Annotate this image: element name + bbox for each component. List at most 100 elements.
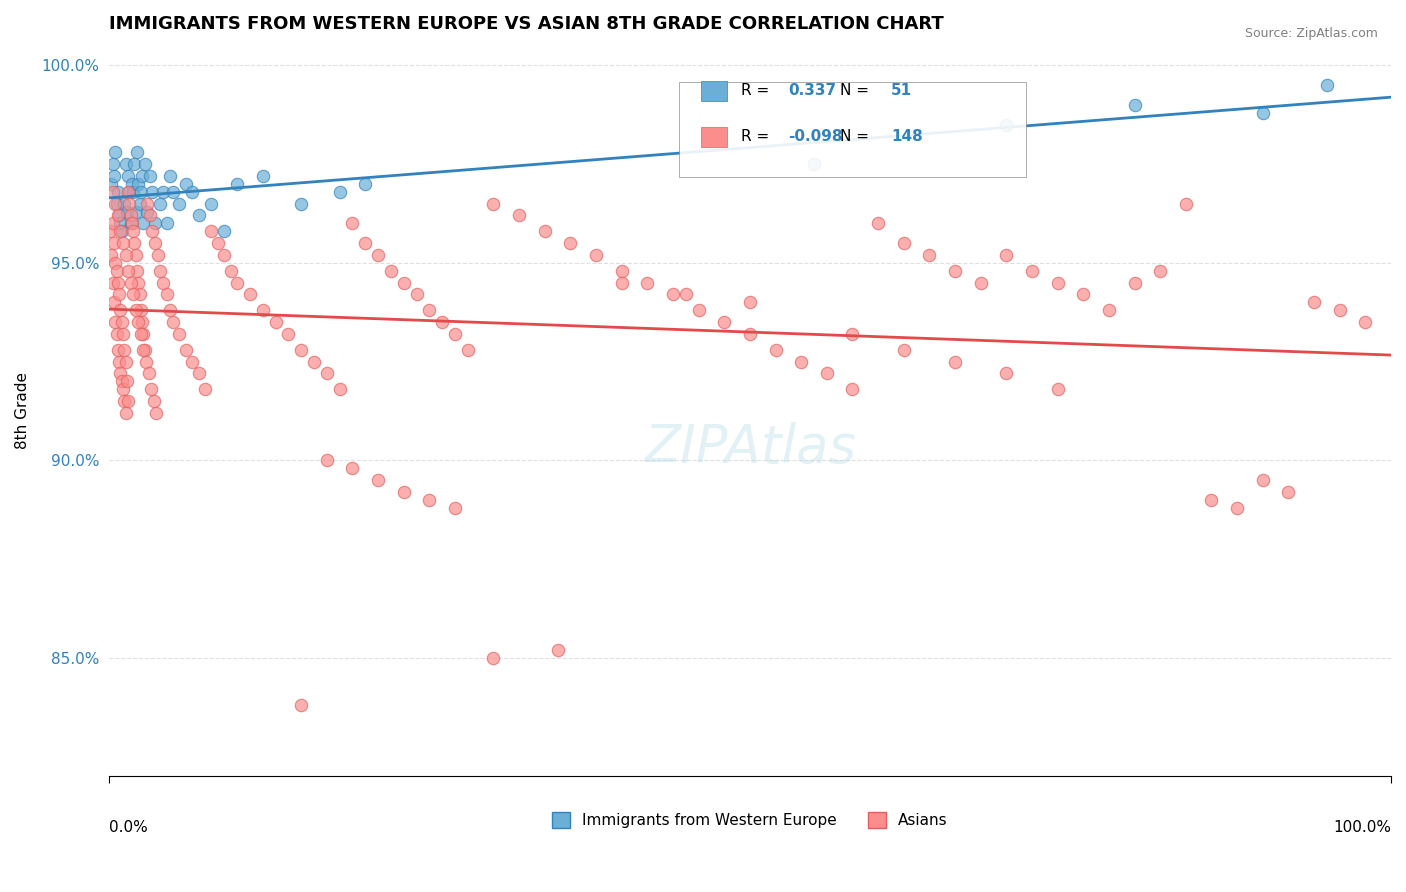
Point	[141, 185, 163, 199]
Point	[675, 287, 697, 301]
Point	[142, 394, 165, 409]
Point	[290, 343, 312, 357]
Point	[129, 326, 152, 341]
Point	[122, 224, 145, 238]
Point	[181, 185, 204, 199]
Point	[162, 185, 184, 199]
Point	[132, 326, 155, 341]
Point	[868, 216, 890, 230]
Point	[105, 326, 128, 341]
Text: 0.337: 0.337	[789, 84, 837, 98]
Point	[139, 382, 162, 396]
Point	[128, 287, 150, 301]
Point	[114, 248, 136, 262]
Point	[152, 185, 174, 199]
Point	[149, 196, 172, 211]
Point	[110, 303, 132, 318]
Point	[108, 209, 131, 223]
Point	[111, 236, 134, 251]
Text: 0.0%: 0.0%	[108, 820, 148, 835]
Point	[1046, 276, 1069, 290]
Point	[122, 185, 145, 199]
Point	[111, 374, 134, 388]
Point	[1316, 78, 1339, 92]
Point	[107, 343, 129, 357]
Point	[585, 248, 607, 262]
Point	[970, 276, 993, 290]
Point	[392, 276, 415, 290]
Point	[112, 343, 135, 357]
Point	[200, 196, 222, 211]
Point	[136, 204, 159, 219]
Text: N =: N =	[839, 84, 873, 98]
Point	[418, 492, 440, 507]
Point	[508, 209, 530, 223]
Point	[125, 264, 148, 278]
Point	[134, 157, 156, 171]
Point	[1329, 303, 1351, 318]
Point	[444, 500, 467, 515]
Point	[152, 276, 174, 290]
Point	[124, 236, 146, 251]
Point	[120, 216, 142, 230]
Point	[98, 224, 121, 238]
Point	[367, 473, 389, 487]
Point	[155, 216, 177, 230]
Point	[131, 169, 153, 183]
Point	[1277, 484, 1299, 499]
Point	[128, 196, 150, 211]
Point	[115, 204, 138, 219]
Point	[100, 177, 122, 191]
Point	[444, 326, 467, 341]
Point	[1303, 295, 1326, 310]
Point	[117, 264, 139, 278]
Point	[1021, 264, 1043, 278]
Point	[252, 169, 274, 183]
Point	[169, 196, 191, 211]
Point	[315, 453, 337, 467]
Point	[127, 177, 149, 191]
Point	[367, 248, 389, 262]
Point	[1071, 287, 1094, 301]
Point	[1251, 105, 1274, 120]
Point	[841, 382, 863, 396]
Point	[146, 248, 169, 262]
Point	[101, 216, 124, 230]
Point	[101, 276, 124, 290]
Text: N =: N =	[839, 129, 873, 145]
Point	[112, 394, 135, 409]
Point	[111, 315, 134, 329]
Point	[110, 216, 132, 230]
Point	[212, 224, 235, 238]
Point	[159, 303, 181, 318]
Point	[610, 264, 633, 278]
Point	[432, 315, 454, 329]
Point	[636, 276, 658, 290]
Point	[104, 315, 127, 329]
Point	[315, 367, 337, 381]
Point	[139, 169, 162, 183]
Point	[155, 287, 177, 301]
Point	[482, 650, 505, 665]
FancyBboxPatch shape	[702, 128, 727, 147]
Point	[405, 287, 427, 301]
Point	[117, 169, 139, 183]
Point	[212, 248, 235, 262]
Point	[103, 169, 125, 183]
Point	[100, 248, 122, 262]
Point	[1098, 303, 1121, 318]
Y-axis label: 8th Grade: 8th Grade	[15, 373, 30, 450]
Text: 148: 148	[891, 129, 922, 145]
Point	[1251, 473, 1274, 487]
Point	[103, 295, 125, 310]
Point	[139, 209, 162, 223]
Point	[713, 315, 735, 329]
Point	[392, 484, 415, 499]
Point	[547, 643, 569, 657]
Point	[277, 326, 299, 341]
Point	[765, 343, 787, 357]
Point	[264, 315, 287, 329]
Point	[995, 367, 1018, 381]
Point	[1123, 98, 1146, 112]
Point	[252, 303, 274, 318]
